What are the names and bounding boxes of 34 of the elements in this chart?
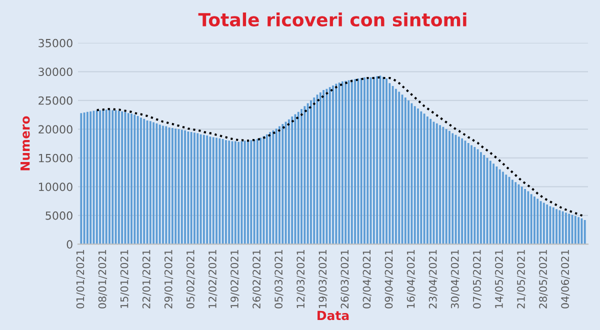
y-tick-label: 0 <box>66 240 72 249</box>
x-tick-label: 05/03/2021 <box>274 250 284 308</box>
y-tick-label: 35000 <box>38 38 72 48</box>
x-tick-label: 22/01/2021 <box>142 250 152 308</box>
x-tick-label: 21/05/2021 <box>517 250 526 308</box>
x-tick-label: 30/04/2021 <box>450 250 460 308</box>
y-tick-label: 5000 <box>46 211 72 220</box>
x-tick-label: 07/05/2021 <box>472 250 482 308</box>
x-tick-label: 14/05/2021 <box>494 250 504 308</box>
x-tick-label: 26/03/2021 <box>340 250 350 308</box>
x-tick-label: 26/02/2021 <box>252 250 262 308</box>
chart-title: Totale ricoveri con sintomi <box>198 12 466 26</box>
x-tick-label: 15/01/2021 <box>120 250 130 308</box>
x-tick-label: 12/03/2021 <box>296 250 306 308</box>
x-axis-title: Data <box>318 310 349 320</box>
x-tick-label: 09/04/2021 <box>384 250 394 308</box>
x-tick-label: 05/02/2021 <box>186 250 196 308</box>
y-tick-label: 30000 <box>38 68 72 76</box>
y-tick-label: 20000 <box>38 125 72 134</box>
x-tick-label: 29/01/2021 <box>164 250 174 308</box>
x-tick-label: 04/06/2021 <box>561 250 570 308</box>
y-tick-label: 15000 <box>39 154 72 162</box>
y-axis-title: Numero <box>20 116 30 170</box>
x-tick-label: 19/02/2021 <box>230 250 240 308</box>
x-tick-label: 12/02/2021 <box>208 250 218 308</box>
x-tick-label: 23/04/2021 <box>428 250 438 308</box>
y-tick-label: 10000 <box>39 182 72 192</box>
x-tick-label: 08/01/2021 <box>98 250 108 308</box>
x-tick-label: 16/04/2021 <box>406 250 416 308</box>
x-tick-label: 19/03/2021 <box>318 250 328 308</box>
x-tick-label: 02/04/2021 <box>362 250 372 308</box>
x-tick-label: 28/05/2021 <box>539 250 548 308</box>
x-tick-label: 01/01/2021 <box>76 250 85 308</box>
y-tick-label: 25000 <box>38 96 72 105</box>
